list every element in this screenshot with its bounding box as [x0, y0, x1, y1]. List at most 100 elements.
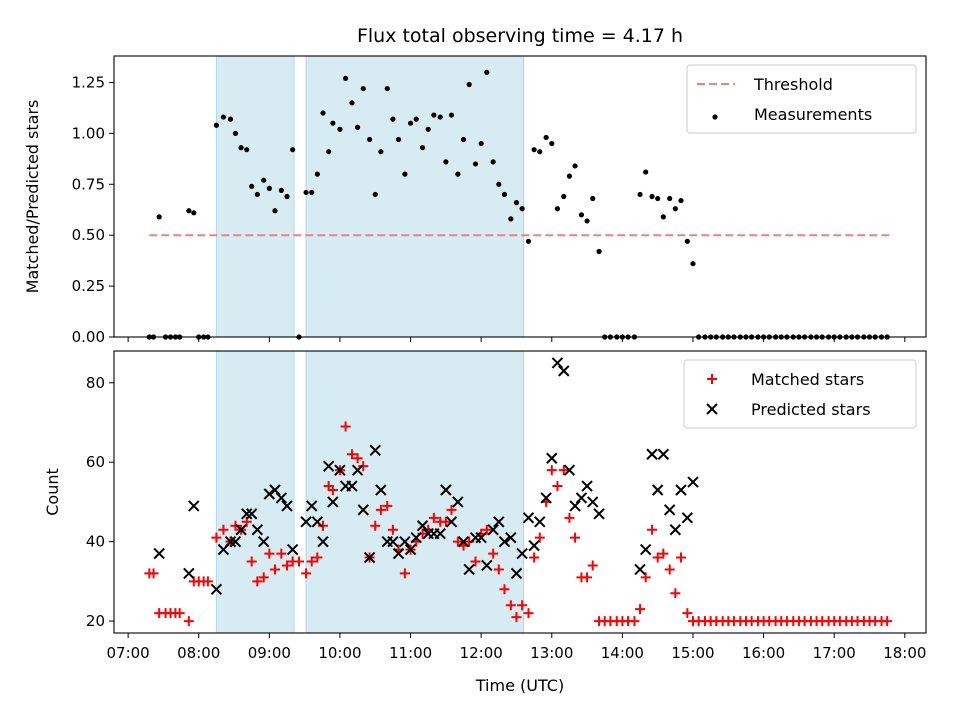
matched-stars-point	[183, 616, 194, 627]
measurement-point	[484, 69, 490, 75]
matched-stars-point	[246, 556, 257, 567]
predicted-stars-point	[317, 535, 329, 548]
measurement-point	[337, 126, 343, 132]
measurement-point	[431, 112, 437, 118]
predicted-stars-point	[392, 547, 405, 560]
measurement-point	[266, 185, 272, 191]
legend-threshold-label: Threshold	[753, 75, 833, 94]
matched-stars-point	[499, 584, 510, 595]
measurement-point	[272, 208, 278, 214]
measurement-point	[303, 189, 309, 196]
measurement-point	[186, 208, 192, 214]
predicted-stars-point	[581, 480, 593, 492]
predicted-stars-point	[540, 492, 552, 504]
matched-stars-point	[230, 520, 241, 531]
predicted-stars-point	[505, 531, 517, 544]
predicted-stars-point	[463, 563, 475, 576]
y-tick-label: 0.00	[72, 328, 105, 346]
x-tick-label: 11:00	[389, 644, 432, 662]
predicted-stars-point	[281, 500, 293, 512]
measurement-point	[238, 145, 244, 151]
matched-stars-point	[564, 512, 575, 523]
predicted-stars-point	[399, 535, 411, 548]
predicted-stars-point	[563, 464, 576, 476]
predicted-stars-point	[245, 508, 258, 520]
legend-matched-stars-label: Matched stars	[751, 370, 864, 389]
matched-stars-point	[570, 532, 581, 543]
x-tick-label: 13:00	[530, 644, 573, 662]
measurement-point	[501, 191, 508, 198]
predicted-stars-point	[351, 464, 364, 476]
measurement-point	[660, 214, 666, 220]
top-axes-frame	[113, 55, 927, 338]
predicted-stars-point	[546, 452, 558, 464]
matched-stars-point	[340, 421, 351, 432]
predicted-stars-point	[275, 492, 288, 504]
matched-stars-point	[440, 516, 451, 527]
measurement-point	[672, 206, 678, 212]
predicted-stars-point	[587, 496, 599, 508]
y-tick-label: 60	[86, 453, 105, 471]
predicted-stars-point	[286, 543, 299, 556]
measurement-point	[413, 116, 419, 122]
y-tick-label: 1.00	[72, 124, 105, 142]
measurement-point	[690, 261, 696, 267]
predicted-stars-point	[363, 551, 376, 564]
measurement-point	[156, 214, 162, 220]
matched-stars-point	[882, 616, 893, 627]
measurement-point	[261, 177, 267, 183]
matched-stars-point	[546, 465, 557, 476]
bottom-axes-frame	[113, 350, 927, 634]
predicted-stars-point	[269, 484, 281, 496]
top-y-axis-label: Matched/Predicted stars	[23, 100, 42, 294]
measurement-point	[460, 136, 467, 143]
measurement-point	[378, 149, 384, 155]
matched-stars-point	[552, 481, 563, 492]
matched-stars-point	[281, 560, 292, 571]
measurement-point	[519, 206, 525, 212]
predicted-stars-point	[634, 563, 646, 576]
matched-stars-point	[375, 504, 386, 515]
predicted-stars-point	[681, 512, 694, 524]
measurement-point	[437, 114, 443, 120]
top-shaded-bands	[215, 55, 525, 338]
predicted-stars-point	[445, 516, 458, 528]
matched-stars-point	[523, 608, 534, 619]
predicted-stars-point	[657, 448, 670, 460]
predicted-stars-point	[387, 535, 399, 548]
predicted-stars-point	[416, 520, 429, 532]
measurement-point	[419, 145, 426, 151]
x-tick-label: 17:00	[813, 644, 856, 662]
shaded-band	[305, 350, 525, 634]
legend-predicted-swatch	[706, 403, 718, 415]
measurement-point	[232, 130, 239, 136]
matched-stars-point	[306, 556, 317, 567]
measurement-point	[249, 183, 255, 189]
measurement-point	[349, 100, 355, 106]
predicted-stars-point	[305, 500, 318, 512]
predicted-stars-point	[593, 508, 605, 520]
y-tick-label: 40	[86, 533, 105, 551]
predicted-stars-point	[475, 531, 487, 544]
x-tick-label: 09:00	[248, 644, 291, 662]
predicted-stars-point	[452, 496, 464, 508]
predicted-stars-point	[551, 357, 564, 369]
measurement-point	[549, 140, 555, 147]
predicted-stars-point	[322, 460, 335, 472]
measurement-point	[584, 218, 590, 224]
predicted-stars-point	[300, 516, 312, 528]
measurement-point	[496, 181, 502, 187]
predicted-stars-point	[440, 484, 452, 496]
matched-stars-point	[670, 588, 681, 599]
measurement-point	[525, 238, 532, 244]
x-tick-label: 18:00	[883, 644, 926, 662]
predicted-stars-point	[369, 444, 381, 457]
x-tick-label: 15:00	[671, 644, 714, 662]
measurement-point	[372, 191, 378, 198]
predicted-stars-point	[357, 504, 369, 516]
predicted-stars-point	[311, 516, 324, 528]
legend-box	[683, 359, 917, 429]
measurement-point	[466, 81, 472, 88]
matched-stars-point	[301, 568, 312, 579]
